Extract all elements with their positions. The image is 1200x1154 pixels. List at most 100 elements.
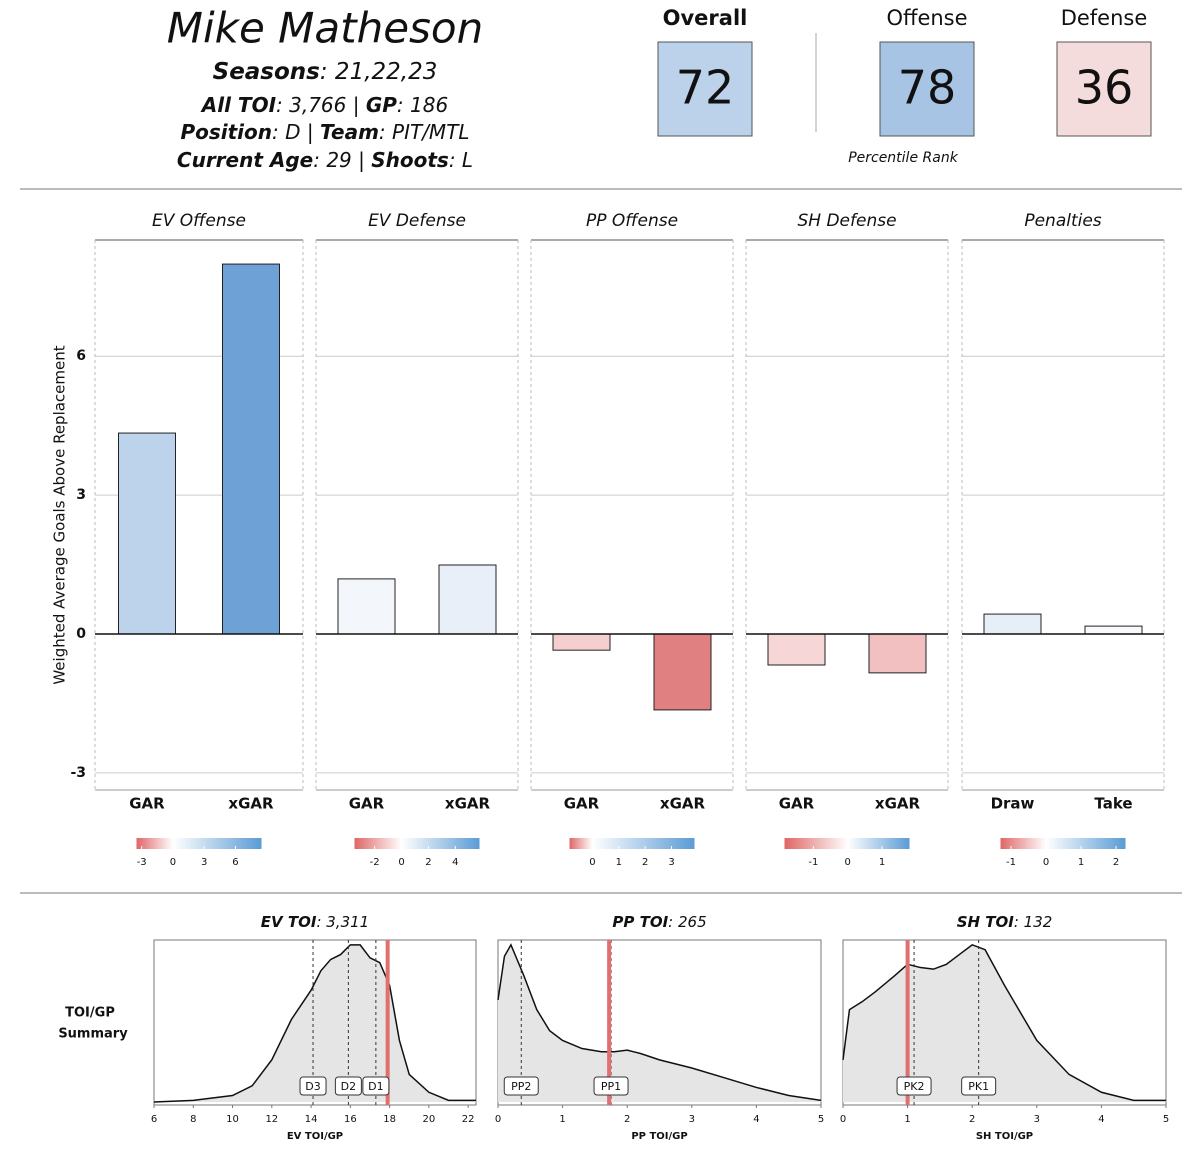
colorbar-tick-label: 2: [642, 857, 648, 868]
score-box: [879, 41, 975, 137]
colorbar: [784, 838, 910, 849]
panel-title: PP TOI: 265: [612, 913, 706, 931]
x-tick-label: xGAR: [660, 795, 706, 813]
x-tick-label: 5: [818, 1114, 824, 1125]
colorbar-tick-label: 2: [1113, 857, 1119, 868]
score-box: [1056, 41, 1152, 137]
marker-label: PK2: [904, 1080, 925, 1093]
marker-box: [299, 1076, 327, 1096]
colorbar-tick-label: -1: [808, 857, 818, 868]
colorbar-tick-label: 3: [201, 857, 207, 868]
info-label: All TOI: [200, 93, 277, 117]
colorbar-tick-label: 0: [1043, 857, 1049, 868]
info-label: Position: [180, 120, 272, 144]
colorbar-tick-label: -2: [370, 857, 380, 868]
facet-title: Penalties: [1024, 211, 1101, 231]
info-label: Seasons: [213, 59, 320, 85]
info-value: : PIT/MTL: [379, 120, 470, 144]
panel-title-value: : 3,311: [316, 913, 369, 931]
colorbar-tick-label: 1: [616, 857, 622, 868]
colorbar-tick-label: 3: [668, 857, 674, 868]
marker-label: D2: [341, 1080, 356, 1093]
score-label: Offense: [886, 6, 967, 30]
x-tick-label: 2: [969, 1114, 975, 1125]
colorbar-tick-label: 1: [879, 857, 885, 868]
x-tick-label: 5: [1163, 1114, 1169, 1125]
x-tick-label: 1: [559, 1114, 565, 1125]
x-tick-label: 3: [1034, 1114, 1040, 1125]
side-label: TOI/GP: [65, 1006, 115, 1021]
x-tick-label: 16: [344, 1114, 357, 1125]
bar: [118, 432, 176, 635]
marker-box: [896, 1076, 932, 1096]
bar: [767, 633, 826, 666]
bar: [653, 633, 712, 711]
score-box: [657, 41, 753, 137]
x-tick-label: 6: [151, 1114, 157, 1125]
info-label: Shoots: [371, 148, 449, 172]
player-name: Mike Matheson: [167, 4, 484, 53]
score-value: 78: [898, 61, 957, 115]
info-row: Seasons: 21,22,23: [213, 59, 438, 85]
facet-title: PP Offense: [586, 211, 678, 231]
note: Percentile Rank: [848, 150, 959, 166]
x-tick-label: 1: [904, 1114, 910, 1125]
x-tick-label: 22: [462, 1114, 475, 1125]
x-axis-label: SH TOI/GP: [976, 1131, 1033, 1142]
colorbar-tick-label: -3: [137, 857, 147, 868]
panel-title: SH TOI: 132: [957, 913, 1053, 931]
info-value: : L: [449, 148, 473, 172]
bar: [1084, 625, 1143, 635]
x-tick-label: Draw: [991, 795, 1035, 813]
colorbar-tick-label: 1: [1078, 857, 1084, 868]
x-tick-label: 14: [305, 1114, 318, 1125]
y-tick-label: 6: [76, 348, 86, 364]
colorbar-tick-label: 0: [844, 857, 850, 868]
colorbar: [354, 838, 480, 849]
x-tick-label: 20: [423, 1114, 436, 1125]
density-area: [154, 944, 476, 1102]
info-row: Current Age: 29 | Shoots: L: [177, 148, 473, 172]
marker-label: D3: [305, 1080, 320, 1093]
bar: [222, 263, 280, 635]
info-value: : 29 |: [313, 148, 371, 172]
x-tick-label: 0: [840, 1114, 846, 1125]
density-area: [843, 944, 1166, 1102]
colorbar-tick-label: 2: [425, 857, 431, 868]
x-tick-label: 3: [689, 1114, 695, 1125]
x-tick-label: 4: [1098, 1114, 1104, 1125]
score-label: Overall: [663, 6, 748, 30]
colorbar-tick-label: 4: [452, 857, 458, 868]
panel-title-label: PP TOI: [612, 913, 668, 931]
colorbar-tick-label: 0: [170, 857, 176, 868]
info-label: GP: [366, 93, 397, 117]
x-tick-label: GAR: [129, 795, 165, 813]
x-tick-label: 18: [383, 1114, 396, 1125]
x-tick-label: GAR: [349, 795, 385, 813]
x-axis-label: PP TOI/GP: [631, 1131, 687, 1142]
x-tick-label: 4: [753, 1114, 759, 1125]
panel-title: EV TOI: 3,311: [261, 913, 369, 931]
density-line: [842, 944, 1166, 1102]
bar: [983, 613, 1042, 635]
facet-title: EV Defense: [368, 211, 466, 231]
marker-label: PP2: [511, 1080, 531, 1093]
y-axis-label: Weighted Average Goals Above Replacement: [51, 345, 69, 684]
bar: [552, 633, 611, 651]
x-tick-label: 8: [190, 1114, 196, 1125]
y-tick-label: 0: [76, 626, 86, 642]
score-label: Defense: [1061, 6, 1148, 30]
panel-title-value: : 132: [1014, 913, 1052, 931]
x-tick-label: 10: [226, 1114, 239, 1125]
facet-title: SH Defense: [797, 211, 896, 231]
panel-title-label: EV TOI: [261, 913, 317, 931]
info-value: : D |: [272, 120, 320, 144]
panel-title-value: : 265: [668, 913, 706, 931]
colorbar-tick-label: -1: [1006, 857, 1016, 868]
y-tick-label: -3: [70, 765, 86, 781]
marker-box: [503, 1076, 539, 1096]
info-value: : 186: [397, 93, 448, 117]
score-value: 36: [1075, 61, 1134, 115]
x-tick-label: 12: [265, 1114, 278, 1125]
